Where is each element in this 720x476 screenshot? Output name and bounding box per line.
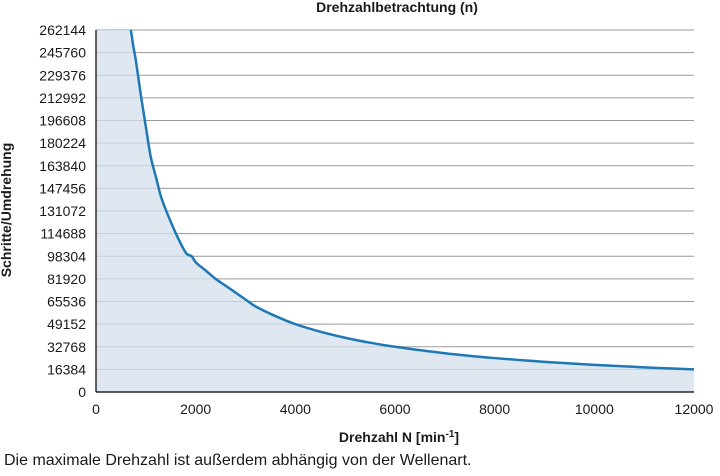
y-tick-label: 180224 [39,135,86,151]
x-axis-label-main: Drehzahl N [min [339,429,446,445]
x-tick-label: 12000 [675,401,714,417]
y-tick-label: 32768 [47,339,86,355]
y-tick-label: 81920 [47,271,86,287]
y-tick-labels: 0 16384 32768 49152 65536 81920 98304 114688 131… [39,22,86,400]
area-fill [96,30,694,392]
area-layer [96,29,695,392]
caption-text: Die maximale Drehzahl ist außerdem abhän… [4,452,472,469]
x-axis-label: Drehzahl N [min-1] [339,429,459,445]
x-tick-label: 4000 [280,401,311,417]
y-axis-label: Schritte/Umdrehung [0,143,14,278]
x-tick-label: 6000 [379,401,410,417]
y-tick-label: 49152 [47,316,86,332]
y-tick-label: 131072 [39,203,86,219]
y-tick-label: 114688 [40,226,86,242]
y-tick-label: 229376 [39,67,86,83]
y-tick-label: 245760 [39,45,86,61]
x-tick-label: 2000 [180,401,211,417]
x-tick-label: 0 [92,401,100,417]
x-axis-label-sup: -1 [446,429,455,440]
x-tick-labels: 0 2000 4000 6000 8000 10000 12000 [92,401,714,417]
y-tick-label: 262144 [39,22,86,38]
y-tick-label: 163840 [39,158,86,174]
x-axis-label-end: ] [454,429,459,445]
y-tick-label: 0 [78,384,86,400]
chart-title: Drehzahlbetrachtung (n) [316,0,478,15]
y-tick-label: 212992 [39,90,86,106]
axes [95,30,694,393]
y-tick-label: 16384 [47,361,86,377]
y-tick-label: 196608 [39,113,86,129]
x-tick-label: 10000 [575,401,614,417]
chart: Drehzahlbetrachtung (n) 0 16384 32768 49152… [0,0,714,445]
x-tick-label: 8000 [479,401,510,417]
grid-lines [96,29,694,370]
y-tick-label: 98304 [47,248,86,264]
series-line [129,29,695,371]
y-tick-label: 147456 [39,180,86,196]
y-tick-label: 65536 [47,294,86,310]
